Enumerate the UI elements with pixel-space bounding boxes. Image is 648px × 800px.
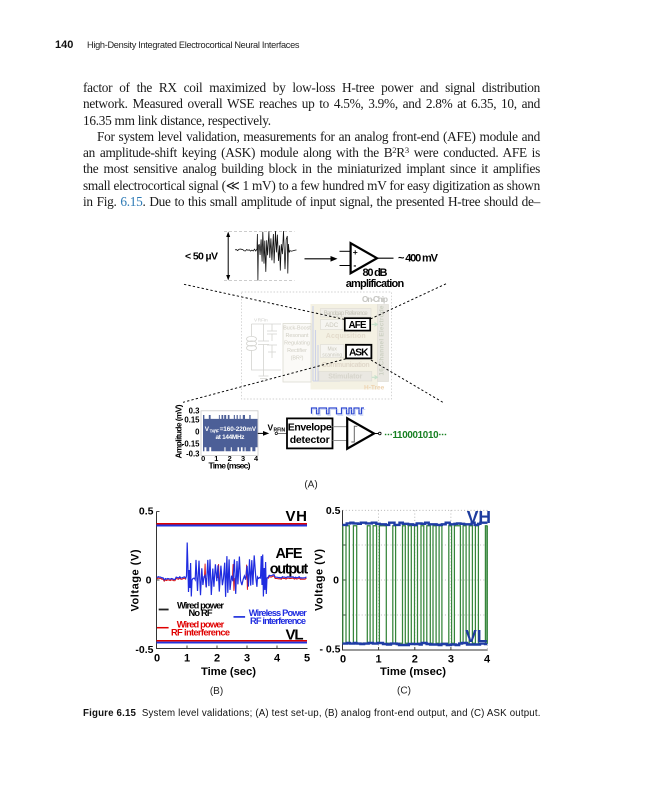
svg-text:ASK: ASK	[349, 347, 369, 358]
svg-text:scanning: scanning	[322, 353, 342, 359]
svg-text:output: output	[270, 562, 309, 578]
svg-text:VL: VL	[286, 626, 304, 643]
svg-text:VH: VH	[286, 508, 308, 525]
svg-text:~ 400 mV: ~ 400 mV	[398, 253, 439, 265]
svg-text:16-Channel Electrode: 16-Channel Electrode	[378, 305, 385, 375]
svg-text:0: 0	[195, 428, 200, 437]
svg-text:V: V	[205, 426, 210, 433]
svg-text:Voltage (V): Voltage (V)	[314, 549, 326, 611]
svg-text:On-Chip: On-Chip	[362, 295, 388, 304]
svg-text:Communication: Communication	[322, 362, 370, 369]
svg-text:Amplitude (mV): Amplitude (mV)	[174, 404, 184, 458]
svg-text:Wired power: Wired power	[177, 619, 225, 629]
svg-text:3: 3	[241, 454, 245, 463]
svg-text:Wired power: Wired power	[177, 600, 224, 610]
svg-text:0: 0	[201, 454, 205, 463]
svg-text:H-Tree: H-Tree	[364, 385, 385, 392]
svg-text:Time (msec): Time (msec)	[380, 666, 446, 678]
svg-text:No RF: No RF	[189, 608, 213, 618]
svg-text:Regulating: Regulating	[284, 341, 310, 347]
svg-text:4: 4	[274, 653, 281, 665]
svg-text:V RFin: V RFin	[254, 318, 268, 324]
svg-text:Resonant: Resonant	[285, 333, 309, 339]
svg-text:RF interference: RF interference	[171, 627, 230, 637]
svg-text:1: 1	[184, 653, 190, 665]
svg-text:0: 0	[154, 653, 160, 665]
svg-text:-: -	[353, 261, 356, 271]
svg-text:4: 4	[484, 653, 491, 665]
svg-text:2: 2	[228, 454, 232, 463]
svg-text:3: 3	[448, 653, 454, 665]
svg-text:=160-220mV: =160-220mV	[220, 426, 257, 433]
svg-text:(C): (C)	[397, 685, 411, 696]
svg-text:Rectifier: Rectifier	[287, 348, 307, 354]
svg-text:Time (sec): Time (sec)	[201, 666, 256, 678]
svg-text:0.5: 0.5	[326, 505, 341, 517]
svg-text:at 144MHz: at 144MHz	[216, 434, 245, 441]
svg-text:5: 5	[304, 653, 310, 665]
svg-text:Envelope: Envelope	[288, 422, 332, 434]
svg-text:(B): (B)	[210, 686, 223, 697]
svg-text:VL: VL	[465, 626, 488, 646]
svg-text:1: 1	[376, 653, 382, 665]
svg-text:(BR²): (BR²)	[291, 356, 304, 362]
svg-text:detector: detector	[290, 434, 330, 446]
svg-text:V: V	[268, 422, 274, 432]
svg-text:+: +	[353, 247, 358, 257]
svg-text:2: 2	[214, 653, 220, 665]
svg-text:Stimulator: Stimulator	[328, 374, 362, 381]
svg-text:0: 0	[340, 653, 346, 665]
svg-text:Bandgap Reference: Bandgap Reference	[324, 311, 369, 317]
svg-text:0.5: 0.5	[139, 506, 154, 518]
svg-text:Acquisition: Acquisition	[326, 333, 366, 340]
svg-text:0: 0	[333, 575, 339, 587]
svg-text:-0.15: -0.15	[182, 440, 200, 449]
svg-text:RFIN: RFIN	[274, 427, 286, 433]
svg-text:Voltage (V): Voltage (V)	[130, 549, 142, 611]
svg-text:amplification: amplification	[346, 278, 405, 290]
svg-text:0: 0	[146, 574, 152, 586]
svg-text:RF interference: RF interference	[250, 616, 306, 626]
svg-text:AFE: AFE	[349, 320, 367, 331]
svg-text:80 dB: 80 dB	[363, 267, 388, 279]
svg-text:Wireless Power: Wireless Power	[249, 608, 307, 618]
svg-text:(A): (A)	[304, 480, 317, 491]
svg-text:0.3: 0.3	[189, 407, 201, 416]
svg-text:< 50 µV: < 50 µV	[185, 251, 218, 263]
svg-text:4: 4	[254, 454, 259, 463]
svg-text:Buck-Boost: Buck-Boost	[283, 326, 311, 332]
svg-text:-0.3: -0.3	[186, 450, 200, 459]
svg-text:ADC: ADC	[325, 322, 339, 329]
svg-text:2: 2	[412, 653, 418, 665]
svg-text:⋅⋅⋅110001010⋅⋅⋅: ⋅⋅⋅110001010⋅⋅⋅	[384, 430, 447, 441]
svg-text:1: 1	[214, 454, 218, 463]
svg-text:3: 3	[244, 653, 250, 665]
svg-text:- 0.5: - 0.5	[319, 644, 340, 656]
svg-text:TX,RF: TX,RF	[210, 428, 220, 433]
svg-text:VH: VH	[467, 507, 491, 527]
svg-text:-0.5: -0.5	[135, 644, 153, 656]
svg-text:Mux: Mux	[327, 347, 337, 353]
svg-text:Time (msec): Time (msec)	[209, 461, 251, 471]
svg-text:AFE: AFE	[276, 546, 303, 562]
svg-text:0.15: 0.15	[184, 415, 200, 424]
